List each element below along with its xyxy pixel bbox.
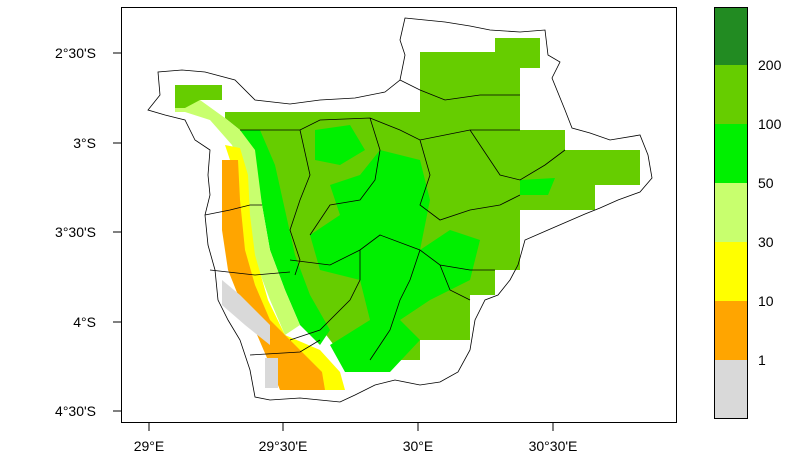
x-tick-label: 29°E xyxy=(133,438,165,454)
legend-bin-6 xyxy=(715,8,747,65)
legend-label: 200 xyxy=(758,57,782,73)
region-green-topleft xyxy=(175,85,222,108)
region-orange xyxy=(222,160,325,390)
region-grey-b xyxy=(265,358,278,388)
region-green-100-c xyxy=(315,125,365,165)
legend-label: 50 xyxy=(758,175,774,191)
y-tick-label: 3°30'S xyxy=(55,224,96,240)
legend-bin-5 xyxy=(715,65,747,124)
country-outline xyxy=(147,17,653,403)
region-grey xyxy=(222,280,270,345)
precip-raster xyxy=(175,38,640,390)
y-tick-label: 3°S xyxy=(73,135,96,151)
legend-label: 1 xyxy=(758,352,766,368)
y-tick-label: 2°30'S xyxy=(55,45,96,61)
legend-bin-2 xyxy=(715,242,747,301)
legend-bin-4 xyxy=(715,124,747,183)
region-green-200 xyxy=(225,38,640,360)
legend-bin-3 xyxy=(715,183,747,242)
legend-bin-0 xyxy=(715,360,747,418)
legend-colorbar xyxy=(714,7,748,419)
legend-label: 100 xyxy=(758,116,782,132)
y-tick-label: 4°30'S xyxy=(55,403,96,419)
region-green-100 xyxy=(310,150,480,372)
legend-label: 30 xyxy=(758,234,774,250)
region-green-100-b xyxy=(240,130,330,345)
legend-bin-1 xyxy=(715,301,747,360)
region-green-100-d xyxy=(520,178,555,195)
x-tick-label: 30°E xyxy=(402,438,434,454)
province-lines xyxy=(204,79,566,361)
y-tick-label: 4°S xyxy=(73,314,96,330)
legend-label: 10 xyxy=(758,293,774,309)
map-frame xyxy=(121,7,677,423)
boundaries xyxy=(147,17,653,403)
x-tick-label: 30°30'E xyxy=(528,438,578,454)
x-tick-label: 29°30'E xyxy=(258,438,308,454)
region-light-green xyxy=(175,100,300,335)
axis-ticks xyxy=(113,52,554,431)
